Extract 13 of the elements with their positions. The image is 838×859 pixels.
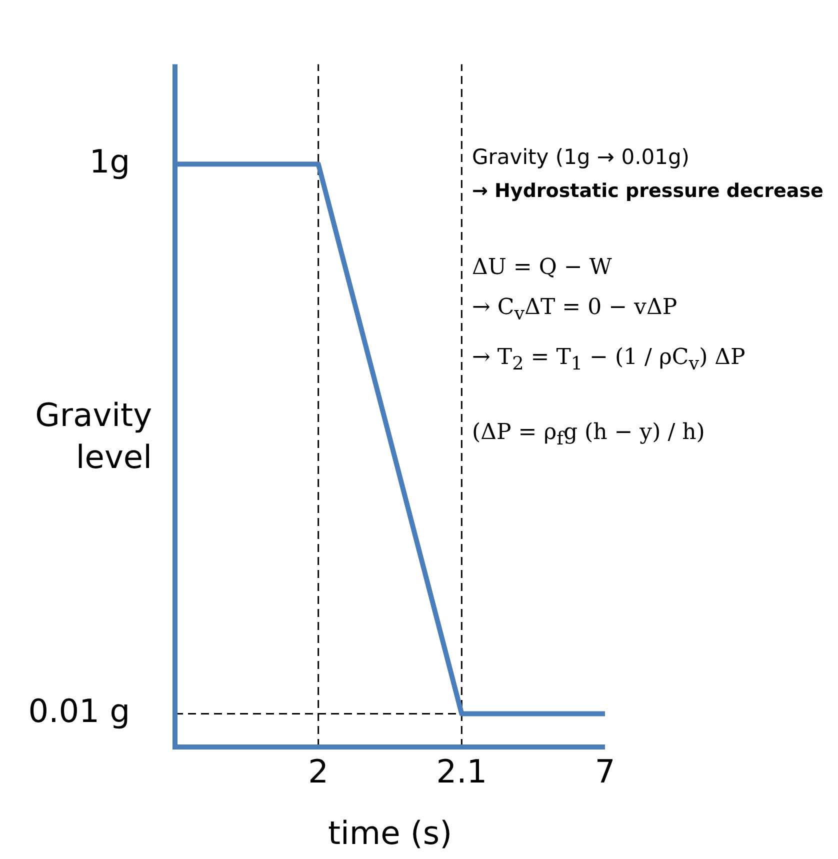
y-axis-title: Gravity level: [34, 395, 152, 478]
x-tick-label: 7: [594, 752, 616, 791]
annotation: → C$_{v}$ΔT = 0 − vΔP: [472, 295, 678, 324]
x-axis-title: time (s): [328, 814, 452, 852]
annotation: ΔU = Q − W: [472, 255, 612, 280]
y-tick-label: 0.01 g: [28, 692, 130, 730]
x-tick-label: 2.1: [436, 752, 488, 791]
x-tick-label: 2: [308, 752, 329, 791]
annotation: → T$_{2}$ = T$_{1}$ − (1 / ρC$_{v}$) ΔP: [472, 345, 746, 374]
annotation: Gravity (1g → 0.01g): [472, 145, 690, 169]
annotation: (ΔP = ρ$_{f}$g (h − y) / h): [472, 420, 705, 450]
annotation: → Hydrostatic pressure decrease: [472, 180, 824, 202]
y-tick-label: 1g: [89, 142, 130, 180]
